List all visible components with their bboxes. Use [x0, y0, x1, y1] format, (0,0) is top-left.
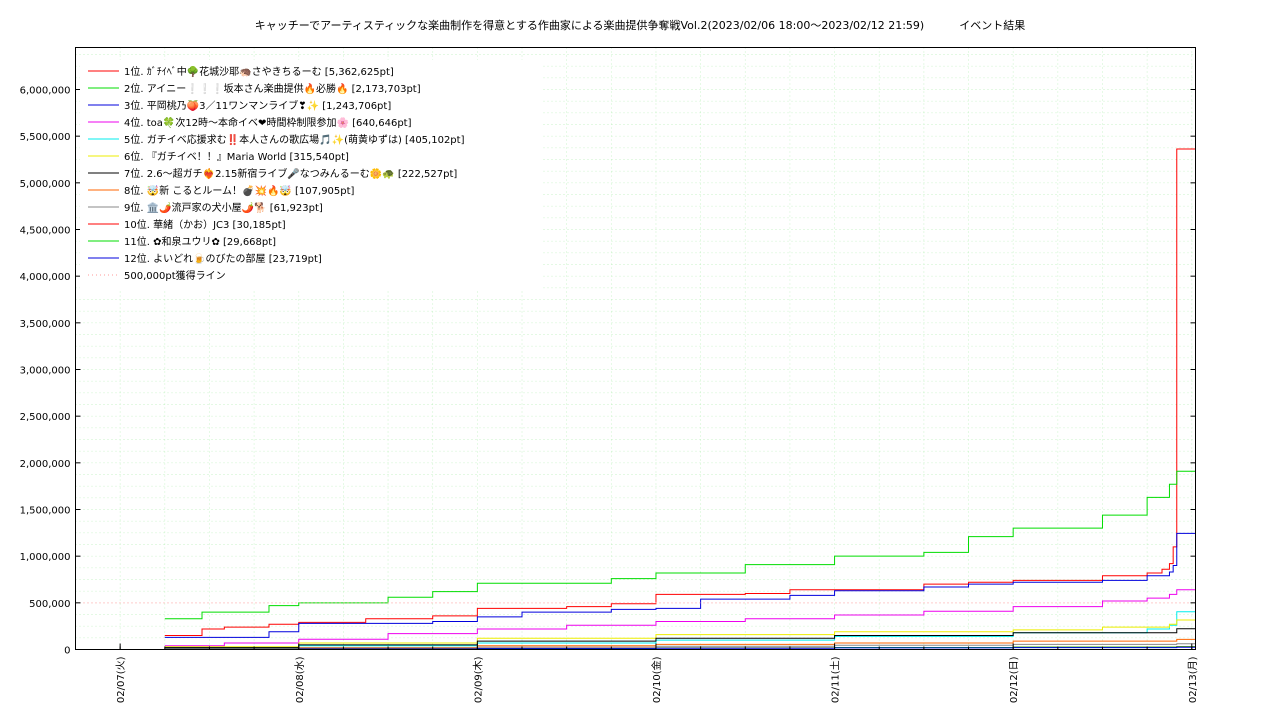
y-tick-label: 1,000,000: [20, 552, 71, 563]
y-tick-label: 2,000,000: [20, 459, 71, 470]
series-line-3: [164, 532, 1196, 638]
legend-entry: 7位. 2.6〜超ガチ❤️‍🔥2.15新宿ライブ🎤なつみんるーむ🌼🐢 [222,…: [124, 167, 457, 180]
y-tick-label: 6,000,000: [20, 86, 71, 97]
y-tick-label: 3,500,000: [20, 319, 71, 330]
series-line-5: [164, 611, 1196, 649]
legend-entry: 2位. アイニー❕❕❕坂本さん楽曲提供🔥必勝🔥 [2,173,703pt]: [124, 82, 421, 95]
y-tick-label: 0: [64, 646, 70, 657]
legend-entry: 9位. 🏛️🌶️流戸家の犬小屋🌶️🐕 [61,923pt]: [124, 201, 323, 214]
legend-entry: 12位. よいどれ🍺のびたの部屋 [23,719pt]: [124, 252, 322, 265]
legend-entry: 500,000pt獲得ライン: [124, 269, 226, 282]
legend-box: [80, 60, 542, 290]
y-tick-label: 5,500,000: [20, 132, 71, 143]
y-tick-label: 2,500,000: [20, 412, 71, 423]
series-line-6: [164, 619, 1196, 648]
plot-frame: [75, 47, 1196, 650]
y-tick-label: 3,000,000: [20, 366, 71, 377]
x-tick-label: 02/11(土): [829, 656, 842, 703]
x-tick-label: 02/07(火): [115, 656, 127, 703]
series-line-2: [164, 446, 1196, 620]
legend-entry: 1位. ｶﾞﾁｲﾍﾞ中🌳花城沙耶🦔さやきちるーむ [5,362,625pt]: [124, 65, 394, 78]
legend-entry: 10位. 華緒（かお）JC3 [30,185pt]: [124, 218, 286, 231]
series-line-4: [164, 589, 1196, 647]
legend-entry: 6位. 『ガチイベ！！』Maria World [315,540pt]: [124, 150, 349, 163]
y-tick-label: 4,000,000: [20, 272, 71, 283]
y-tick-label: 500,000: [29, 599, 70, 610]
legend-entry: 3位. 平岡桃乃🍑3／11ワンマンライブ❣✨ [1,243,706pt]: [124, 99, 391, 112]
legend-entry: 4位. toa🍀次12時〜本命イベ❤時間枠制限参加🌸 [640,646pt]: [124, 116, 412, 129]
y-tick-label: 5,000,000: [20, 179, 71, 190]
legend-entry: 8位. 🤯新 こるとルーム！💣💥🔥🤯 [107,905pt]: [124, 184, 355, 197]
x-tick-label: 02/12(日): [1009, 656, 1020, 703]
x-tick-label: 02/10(金): [650, 656, 663, 703]
series-line-9: [164, 643, 1196, 650]
x-tick-label: 02/13(月): [1187, 656, 1199, 703]
legend-entry: 5位. ガチイベ応援求む‼️本人さんの歌広場🎵✨(萌黄ゆずは) [405,102…: [124, 133, 465, 146]
legend-entry: 11位. ✿和泉ユウリ✿ [29,668pt]: [124, 235, 276, 248]
y-tick-label: 1,500,000: [20, 506, 71, 517]
x-tick-label: 02/09(木): [472, 656, 484, 703]
x-tick-label: 02/08(水): [294, 656, 306, 703]
series-line-7: [164, 628, 1196, 649]
chart-title: キャッチーでアーティスティックな楽曲制作を得意とする作曲家による楽曲提供争奪戦V…: [254, 19, 1026, 32]
y-tick-label: 4,500,000: [20, 226, 71, 237]
